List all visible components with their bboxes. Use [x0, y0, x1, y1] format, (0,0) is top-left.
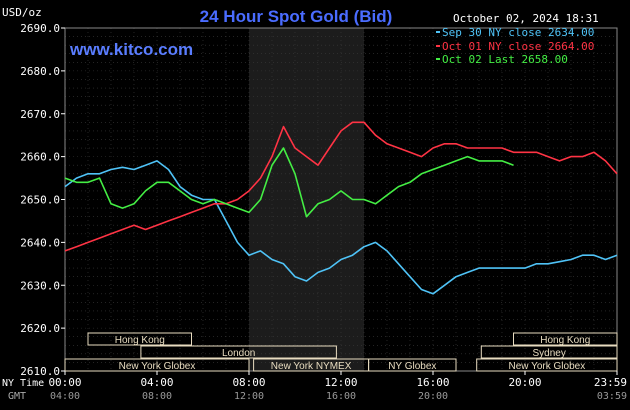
unit-label: USD/oz: [2, 6, 42, 19]
chart-title: 24 Hour Spot Gold (Bid): [200, 7, 393, 26]
y-tick-label: 2610.0: [20, 365, 60, 378]
session-label: New York Globex: [119, 361, 196, 372]
ny-time-tick-label: 04:00: [140, 376, 173, 389]
session-label: London: [222, 348, 255, 359]
gmt-tick-label: 12:00: [234, 391, 264, 402]
gmt-tick-label: 08:00: [142, 391, 172, 402]
gmt-label: GMT: [8, 391, 26, 402]
series-line-1: [64, 121, 618, 252]
ny-time-label: NY Time: [2, 378, 44, 389]
legend-entry-oct01: Oct 01 NY close 2664.00: [442, 40, 594, 53]
series-lines: [64, 121, 618, 295]
legend: Sep 30 NY close 2634.00 Oct 01 NY close …: [436, 26, 594, 66]
nymex-shaded-region: [249, 28, 364, 371]
ny-time-tick-label: 16:00: [416, 376, 449, 389]
trading-sessions: Hong Kong London New York Globex New York N…: [64, 332, 618, 372]
ny-time-tick-label: 08:00: [232, 376, 265, 389]
session-box: [480, 345, 618, 359]
ny-time-tick-label: 23:59: [594, 376, 627, 389]
legend-entry-sep30: Sep 30 NY close 2634.00: [442, 26, 594, 39]
timestamp: October 02, 2024 18:31: [453, 12, 599, 25]
x-axis: 00:00 04:00 08:00 12:00 16:00 20:00 23:59 04:00…: [48, 371, 627, 402]
session-box: [140, 345, 337, 359]
y-tick-label: 2650.0: [20, 194, 60, 207]
y-tick-label: 2630.0: [20, 279, 60, 292]
series-line-2: [64, 147, 514, 218]
gmt-tick-label: 20:00: [418, 391, 448, 402]
y-tick-label: 2640.0: [20, 236, 60, 249]
session-label: Sydney: [532, 348, 565, 359]
session-box: [368, 358, 457, 372]
session-box: [476, 358, 618, 372]
session-box: [87, 332, 192, 346]
y-tick-label: 2680.0: [20, 65, 60, 78]
y-tick-label: 2690.0: [20, 22, 60, 35]
ny-time-tick-label: 20:00: [508, 376, 541, 389]
source-label: www.kitco.com: [69, 40, 193, 59]
ny-time-tick-label: 00:00: [48, 376, 81, 389]
session-label: Hong Kong: [115, 335, 165, 346]
session-label: Hong Kong: [540, 335, 590, 346]
session-label: New York Globex: [508, 361, 585, 372]
legend-entry-oct02: Oct 02 Last 2658.00: [442, 53, 568, 66]
y-tick-label: 2660.0: [20, 151, 60, 164]
series-line-0: [64, 160, 618, 295]
y-tick-label: 2620.0: [20, 322, 60, 335]
gmt-tick-label: 03:59: [597, 391, 627, 402]
y-tick-label: 2670.0: [20, 108, 60, 121]
session-label: NY Globex: [388, 361, 436, 372]
y-axis: 2690.0 2680.0 2670.0 2660.0 2650.0 2640.0 2630…: [20, 22, 65, 378]
gmt-tick-label: 16:00: [326, 391, 356, 402]
session-label: New York NYMEX: [271, 361, 352, 372]
ny-time-tick-label: 12:00: [324, 376, 357, 389]
gmt-tick-label: 04:00: [50, 391, 80, 402]
session-box: [513, 332, 618, 346]
